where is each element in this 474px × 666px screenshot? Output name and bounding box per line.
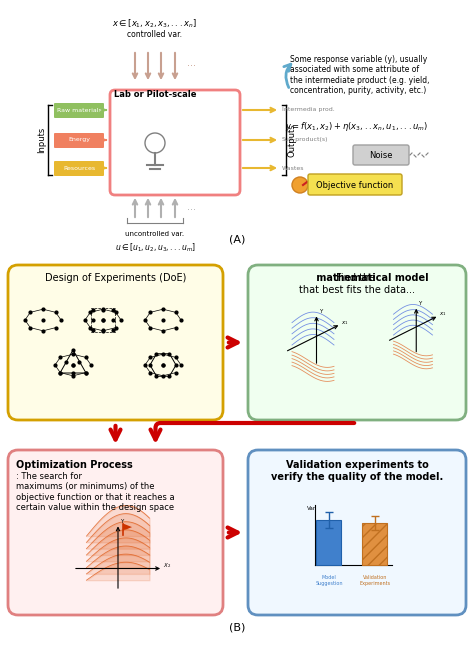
Text: (B): (B) [229,623,245,633]
Text: Sub-product(s): Sub-product(s) [282,137,328,143]
Text: Some response variable (y), usually
associated with some attribute of
the interm: Some response variable (y), usually asso… [290,55,429,95]
Text: Resources: Resources [63,165,95,170]
Text: Inputs: Inputs [37,127,46,153]
Bar [91,308,115,332]
FancyBboxPatch shape [308,174,402,195]
Text: Raw materials: Raw materials [56,107,101,113]
Text: Objective function: Objective function [316,180,393,190]
Text: Y: Y [418,301,421,306]
FancyBboxPatch shape [54,103,104,118]
Text: Find the: Find the [336,273,378,283]
Text: Y: Y [120,519,123,523]
Bar [317,520,341,565]
FancyBboxPatch shape [110,90,240,195]
Text: $u \in [u_1, u_2, u_3, ... u_m]$: $u \in [u_1, u_2, u_3, ... u_m]$ [115,241,195,254]
Text: Design of Experiments (DoE): Design of Experiments (DoE) [45,273,186,283]
FancyBboxPatch shape [353,145,409,165]
Bar [363,523,388,565]
Text: mathematical model: mathematical model [286,273,428,283]
Text: (A): (A) [229,235,245,245]
Circle shape [292,177,308,193]
Text: Optimization Process: Optimization Process [16,460,133,470]
Text: $y = f(x_1, x_2) + \eta(x_3,.. x_n, u_1, ... u_m)$: $y = f(x_1, x_2) + \eta(x_3,.. x_n, u_1,… [285,120,428,133]
FancyBboxPatch shape [8,450,223,615]
Text: ...: ... [187,202,196,212]
FancyBboxPatch shape [54,161,104,176]
FancyBboxPatch shape [54,133,104,148]
Text: $x_1$: $x_1$ [439,310,447,318]
Text: Intermedia prod.: Intermedia prod. [282,107,335,113]
Text: uncontrolled var.: uncontrolled var. [126,231,184,237]
Text: Energy: Energy [68,137,90,143]
Text: $x_1$: $x_1$ [341,319,348,327]
Text: Validation
Experiments: Validation Experiments [359,575,391,586]
FancyBboxPatch shape [8,265,223,420]
Text: that best fits the data...: that best fits the data... [299,285,415,295]
Text: $x \in [x_1, x_2, x_3, ... x_n]$: $x \in [x_1, x_2, x_3, ... x_n]$ [112,18,198,31]
Text: Validation experiments to
verify the quality of the model.: Validation experiments to verify the qua… [271,460,443,482]
Text: Model
Suggestion: Model Suggestion [315,575,343,586]
Text: : The search for
maximums (or minimums) of the
objective function or that it rea: : The search for maximums (or minimums) … [16,472,174,512]
Text: Noise: Noise [369,151,393,159]
FancyBboxPatch shape [248,265,466,420]
Text: Lab or Pilot-scale: Lab or Pilot-scale [114,90,196,99]
Text: controlled var.: controlled var. [128,30,182,39]
Text: ...: ... [187,58,196,68]
Text: Outputs: Outputs [288,123,297,157]
FancyBboxPatch shape [248,450,466,615]
Text: $X_2$: $X_2$ [163,561,171,569]
Text: Var: Var [307,506,316,511]
Text: Wastes: Wastes [282,165,304,170]
Polygon shape [123,523,132,531]
Text: Y: Y [319,309,322,314]
